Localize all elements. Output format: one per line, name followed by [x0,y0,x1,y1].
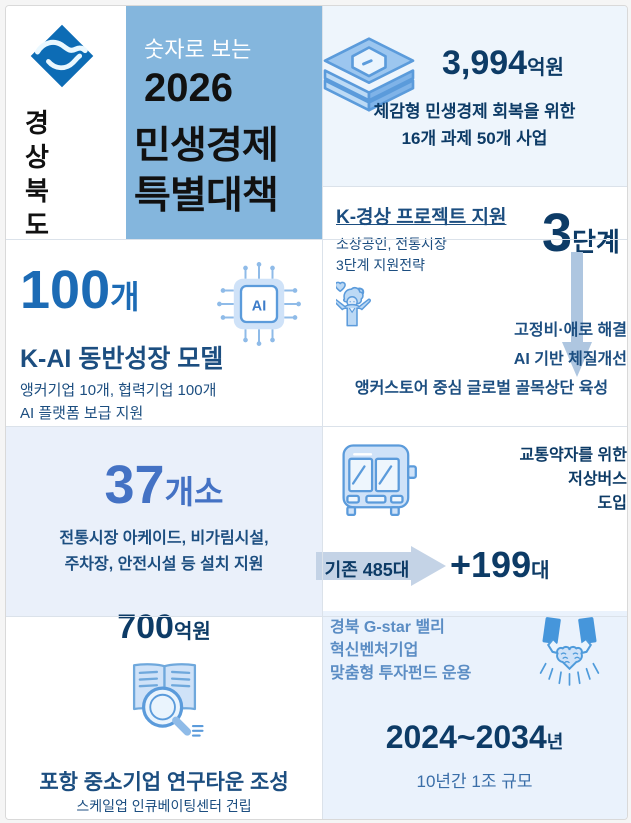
svg-text:AI: AI [252,298,266,314]
